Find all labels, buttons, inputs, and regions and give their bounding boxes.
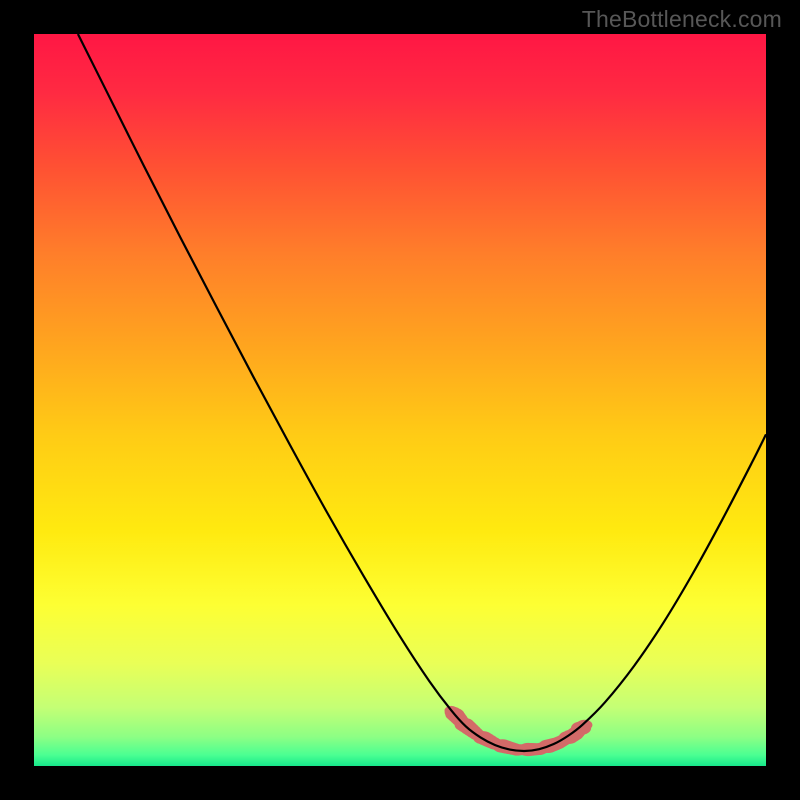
watermark-text: TheBottleneck.com [582,6,782,33]
bottleneck-curve [78,34,766,751]
chart-curves [34,34,766,766]
chart-plot-area [34,34,766,766]
bottleneck-highlight-stroke [445,706,593,756]
